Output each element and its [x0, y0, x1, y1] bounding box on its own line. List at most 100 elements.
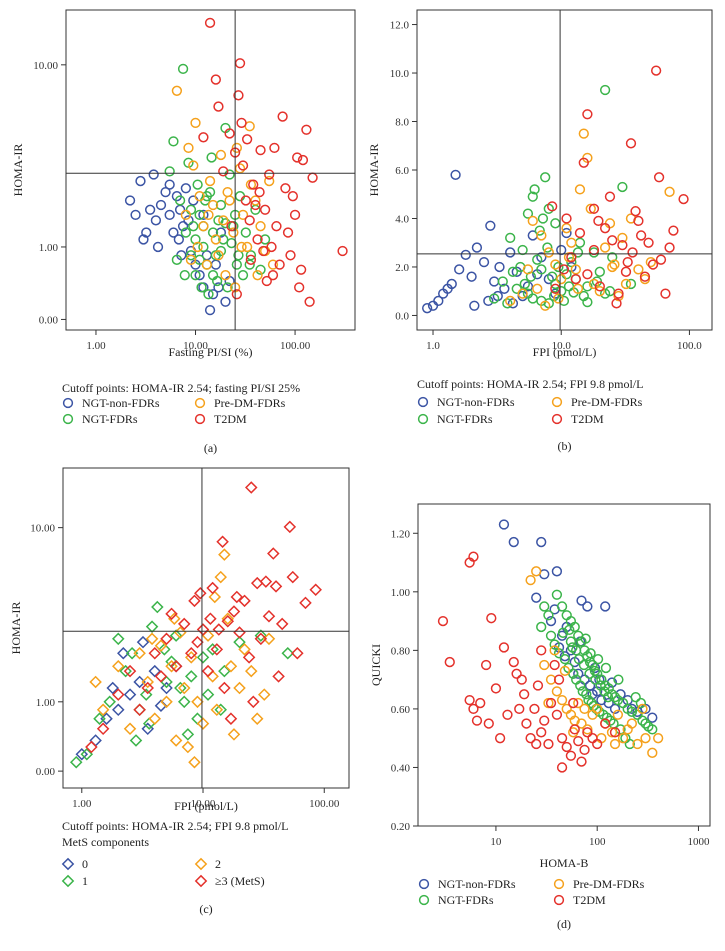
data-point — [539, 659, 550, 671]
data-point — [264, 175, 275, 187]
data-point — [582, 601, 593, 612]
data-point — [532, 254, 543, 265]
data-point — [507, 266, 519, 277]
data-point — [600, 662, 612, 674]
chart-panel-d: 10 100 1000 0.20 0.40 0.60 0.80 1.00 1.20 HOMA-B Q… — [369, 503, 711, 931]
data-point — [129, 734, 143, 747]
data-point — [201, 629, 215, 642]
data-point — [145, 632, 159, 646]
data-point — [141, 227, 152, 238]
data-point — [218, 215, 229, 226]
data-point — [185, 651, 198, 664]
data-point — [617, 733, 629, 744]
data-point — [532, 680, 544, 691]
data-point — [561, 223, 572, 234]
data-point — [536, 264, 547, 275]
data-point — [556, 244, 567, 256]
series--3-mets- — [85, 481, 322, 754]
data-point — [185, 250, 197, 261]
data-point — [183, 142, 194, 154]
legend-marker — [61, 874, 75, 888]
data-point — [529, 184, 540, 195]
y-tick-label: 1.20 — [391, 528, 411, 540]
data-point — [244, 215, 255, 226]
data-point — [224, 659, 238, 673]
data-point — [578, 157, 589, 168]
data-point — [281, 646, 295, 660]
data-point — [164, 179, 175, 190]
data-point — [261, 275, 272, 287]
data-point — [569, 724, 580, 735]
data-point — [139, 688, 153, 701]
x-tick-label: 100.00 — [280, 340, 311, 352]
data-point — [207, 199, 219, 211]
data-point — [499, 283, 510, 294]
data-point — [267, 270, 279, 281]
data-point — [297, 154, 309, 166]
data-point — [578, 128, 589, 139]
data-point — [236, 241, 247, 253]
data-point — [607, 235, 618, 246]
data-point — [69, 755, 83, 769]
legend-marker — [551, 413, 563, 425]
data-point — [198, 241, 209, 253]
data-point — [112, 688, 125, 701]
data-point — [171, 254, 183, 265]
data-point — [124, 195, 136, 206]
data-point — [536, 727, 547, 738]
data-point — [294, 282, 305, 293]
data-point — [556, 694, 568, 706]
data-point — [123, 688, 137, 701]
cutoff-caption: Cutoff points: HOMA-IR 2.54; FPI 9.8 pmo… — [417, 377, 643, 391]
data-point — [237, 209, 249, 221]
data-point — [601, 712, 613, 723]
data-point — [289, 209, 301, 221]
data-point — [590, 674, 601, 685]
data-point — [553, 674, 565, 685]
data-point — [190, 270, 201, 281]
data-point — [570, 273, 581, 285]
data-point — [508, 536, 519, 548]
data-point — [540, 300, 551, 311]
data-point — [507, 298, 519, 309]
data-point — [185, 254, 197, 265]
data-point — [563, 281, 575, 292]
data-point — [545, 697, 557, 709]
data-point — [168, 227, 179, 238]
data-point — [148, 712, 162, 725]
data-point — [245, 481, 258, 494]
y-tick-label: 1.00 — [36, 697, 56, 709]
data-point — [130, 209, 141, 221]
legend-label: NGT-FDRs — [437, 412, 493, 426]
data-point — [196, 282, 207, 293]
data-point — [295, 264, 307, 275]
data-point — [233, 90, 244, 101]
data-point — [632, 709, 643, 720]
data-point — [307, 172, 318, 183]
x-tick-label: 10.0 — [552, 340, 572, 352]
data-point — [136, 635, 150, 649]
data-point — [600, 718, 611, 729]
data-point — [112, 703, 125, 717]
data-point — [204, 304, 216, 316]
data-point — [471, 715, 483, 726]
data-point — [96, 703, 110, 717]
data-point — [267, 547, 280, 560]
data-point — [574, 227, 586, 239]
data-point — [545, 674, 557, 685]
data-point — [222, 282, 233, 293]
data-point — [588, 244, 600, 256]
data-point — [647, 259, 659, 270]
data-point — [585, 203, 596, 214]
data-point — [216, 535, 229, 548]
data-point — [599, 223, 611, 234]
data-point — [522, 264, 534, 275]
data-point — [185, 204, 197, 215]
x-axis-label: HOMA-B — [540, 856, 589, 870]
data-point — [180, 227, 192, 238]
series-t2dm — [198, 17, 348, 307]
legend: NGT-non-FDRs Pre-DM-FDRs NGT-FDRs T2DM — [418, 877, 645, 907]
data-point — [558, 264, 570, 275]
data-point — [231, 142, 242, 154]
data-point — [231, 289, 242, 300]
